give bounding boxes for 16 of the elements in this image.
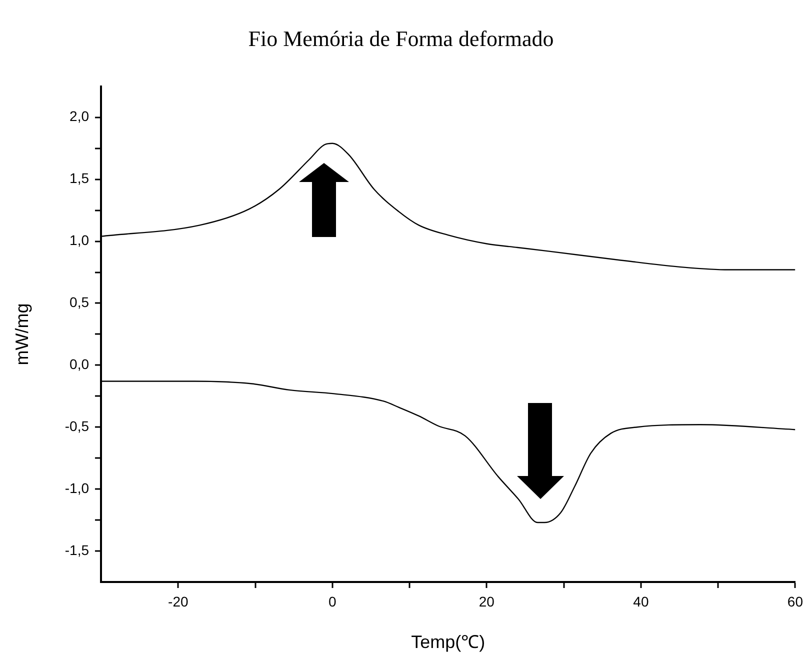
x-tick-label: -20 xyxy=(168,593,188,610)
chart-title: Fio Memória de Forma deformado xyxy=(248,26,554,51)
x-tick-label: 0 xyxy=(328,593,337,610)
y-tick-label: -1,0 xyxy=(64,480,90,496)
y-tick-label: -1,5 xyxy=(64,542,90,558)
y-tick-label: -0,5 xyxy=(64,418,90,434)
y-tick-label: 0,5 xyxy=(70,294,90,310)
y-tick-label: 2,0 xyxy=(70,108,90,124)
x-tick-label: 20 xyxy=(478,593,495,610)
y-axis-title: mW/mg xyxy=(12,303,32,366)
x-axis-title: Temp(℃) xyxy=(411,632,486,652)
x-tick-label: 40 xyxy=(633,593,649,610)
x-tick-label: 60 xyxy=(787,593,804,610)
y-tick-label: 1,0 xyxy=(70,232,90,248)
y-tick-label: 1,5 xyxy=(70,170,90,186)
y-tick-label: 0,0 xyxy=(70,356,90,372)
